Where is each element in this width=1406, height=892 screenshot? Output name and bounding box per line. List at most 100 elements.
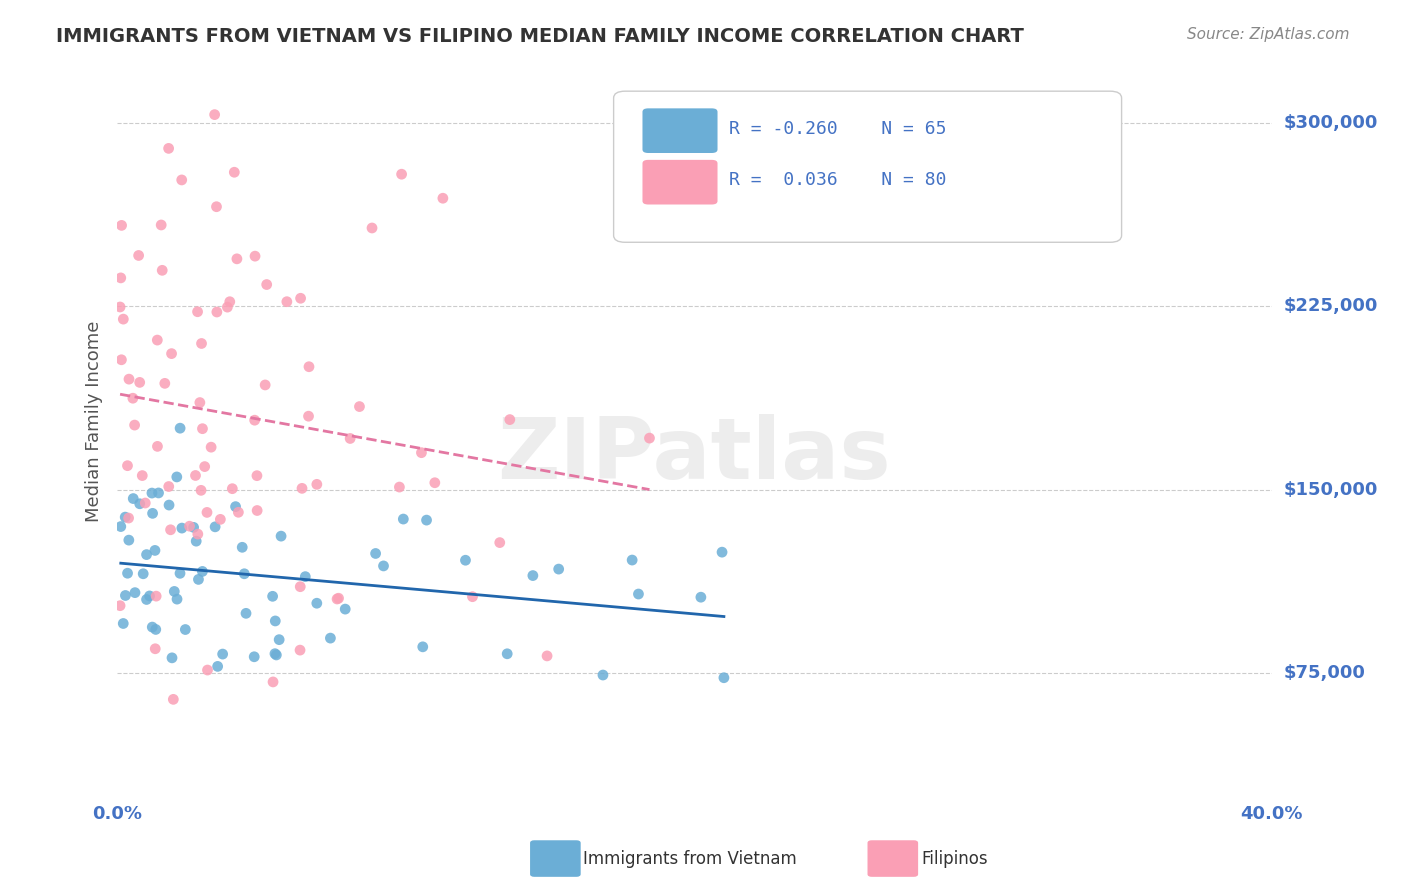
Point [174, 623, 197, 637]
Point [276, 294, 298, 309]
Point [187, 573, 209, 587]
Text: 0.0%: 0.0% [93, 805, 142, 823]
Text: ZIPatlas: ZIPatlas [498, 414, 891, 497]
Point [246, 468, 269, 483]
Point [361, 221, 384, 235]
Point [388, 480, 411, 494]
Point [150, 263, 173, 277]
Point [461, 590, 484, 604]
Point [290, 291, 312, 305]
Point [592, 668, 614, 682]
Point [187, 304, 209, 318]
Text: $150,000: $150,000 [1284, 481, 1378, 499]
Point [339, 432, 361, 446]
Point [305, 477, 328, 491]
Point [496, 647, 519, 661]
Text: Immigrants from Vietnam: Immigrants from Vietnam [583, 850, 797, 868]
Point [200, 440, 222, 454]
Point [128, 248, 150, 262]
Point [536, 648, 558, 663]
Point [110, 352, 132, 367]
Point [262, 674, 284, 689]
Point [184, 468, 207, 483]
Text: R = -0.260    N = 65: R = -0.260 N = 65 [730, 120, 946, 138]
Point [170, 521, 193, 535]
Point [124, 418, 146, 433]
Point [166, 470, 188, 484]
FancyBboxPatch shape [643, 160, 717, 204]
Point [141, 620, 163, 634]
Point [132, 566, 155, 581]
Point [191, 565, 214, 579]
Point [145, 589, 167, 603]
Point [143, 543, 166, 558]
Point [197, 663, 219, 677]
Point [122, 391, 145, 405]
Point [364, 546, 387, 560]
Point [138, 589, 160, 603]
Point [711, 545, 734, 559]
Point [207, 659, 229, 673]
Y-axis label: Median Family Income: Median Family Income [86, 320, 103, 522]
Point [114, 510, 136, 524]
Point [264, 647, 287, 661]
Point [373, 558, 395, 573]
Point [262, 590, 284, 604]
Point [294, 569, 316, 583]
Point [689, 591, 711, 605]
Point [142, 507, 165, 521]
Point [627, 587, 650, 601]
Point [163, 584, 186, 599]
Point [412, 640, 434, 654]
Point [118, 533, 141, 548]
Point [205, 305, 228, 319]
Point [157, 141, 180, 155]
Point [225, 500, 247, 514]
FancyBboxPatch shape [613, 91, 1122, 243]
Point [110, 271, 132, 285]
Point [150, 218, 173, 232]
Point [169, 566, 191, 581]
Point [157, 498, 180, 512]
Point [135, 548, 157, 562]
FancyBboxPatch shape [643, 108, 717, 153]
Text: $225,000: $225,000 [1284, 297, 1378, 316]
Point [231, 541, 253, 555]
Point [621, 553, 644, 567]
Point [112, 312, 135, 326]
Point [117, 458, 139, 473]
Point [638, 431, 661, 445]
Point [122, 491, 145, 506]
Point [499, 412, 522, 426]
Point [235, 607, 257, 621]
Point [291, 481, 314, 495]
Point [169, 421, 191, 435]
Point [153, 376, 176, 391]
Text: 40.0%: 40.0% [1240, 805, 1303, 823]
Point [233, 566, 256, 581]
Point [254, 378, 277, 392]
Point [243, 249, 266, 263]
Point [713, 671, 735, 685]
Point [160, 346, 183, 360]
Text: $300,000: $300,000 [1284, 114, 1378, 132]
Point [135, 592, 157, 607]
Point [209, 512, 232, 526]
Point [108, 599, 131, 613]
Point [131, 468, 153, 483]
Point [162, 692, 184, 706]
Point [146, 333, 169, 347]
Point [141, 486, 163, 500]
Point [110, 519, 132, 533]
Text: Source: ZipAtlas.com: Source: ZipAtlas.com [1187, 27, 1350, 42]
Point [112, 616, 135, 631]
Text: Filipinos: Filipinos [921, 850, 987, 868]
Point [326, 592, 349, 607]
Point [547, 562, 569, 576]
Point [183, 520, 205, 534]
Point [188, 395, 211, 409]
Point [190, 483, 212, 498]
Point [266, 648, 288, 662]
Point [290, 580, 312, 594]
Point [117, 566, 139, 581]
